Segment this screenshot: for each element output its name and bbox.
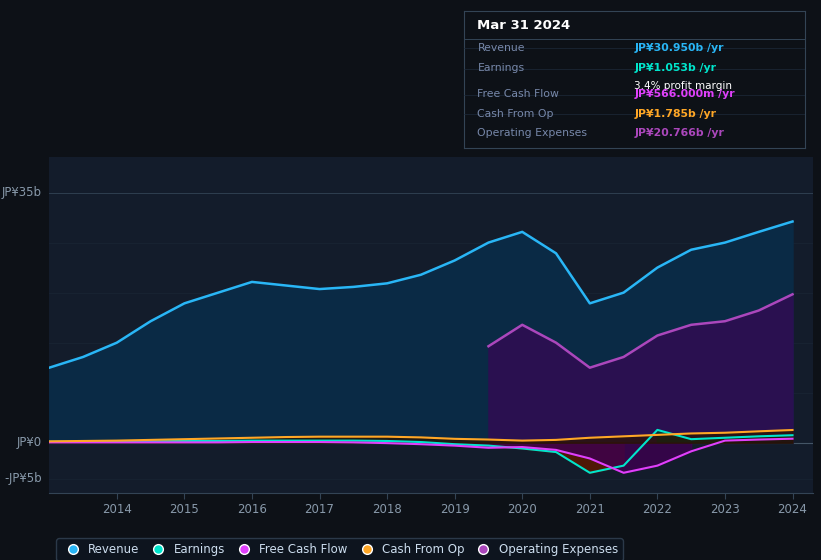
Text: Operating Expenses: Operating Expenses bbox=[478, 128, 588, 138]
Text: JP¥30.950b /yr: JP¥30.950b /yr bbox=[635, 43, 724, 53]
Text: JP¥0: JP¥0 bbox=[16, 436, 42, 449]
Text: JP¥1.053b /yr: JP¥1.053b /yr bbox=[635, 63, 716, 73]
Text: Mar 31 2024: Mar 31 2024 bbox=[478, 20, 571, 32]
Text: JP¥20.766b /yr: JP¥20.766b /yr bbox=[635, 128, 724, 138]
Text: -JP¥5b: -JP¥5b bbox=[4, 472, 42, 485]
Text: Earnings: Earnings bbox=[478, 63, 525, 73]
Text: 3.4% profit margin: 3.4% profit margin bbox=[635, 81, 732, 91]
Text: JP¥35b: JP¥35b bbox=[2, 186, 42, 199]
Text: Cash From Op: Cash From Op bbox=[478, 109, 554, 119]
Text: Free Cash Flow: Free Cash Flow bbox=[478, 90, 559, 100]
Text: Revenue: Revenue bbox=[478, 43, 525, 53]
Text: JP¥1.785b /yr: JP¥1.785b /yr bbox=[635, 109, 716, 119]
Legend: Revenue, Earnings, Free Cash Flow, Cash From Op, Operating Expenses: Revenue, Earnings, Free Cash Flow, Cash … bbox=[56, 538, 622, 560]
Text: JP¥566.000m /yr: JP¥566.000m /yr bbox=[635, 90, 735, 100]
